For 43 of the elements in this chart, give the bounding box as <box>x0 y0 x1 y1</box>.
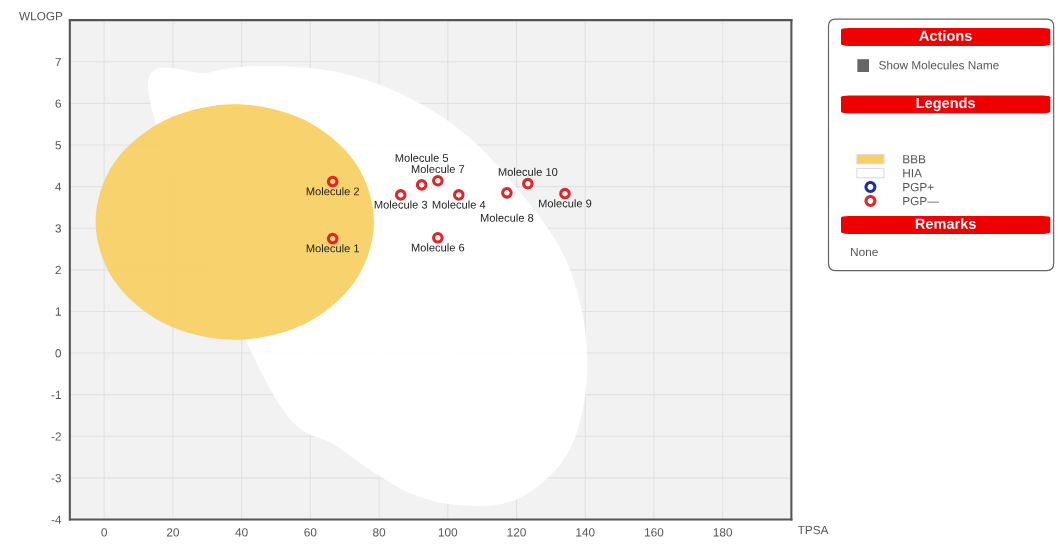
x-tick-label: 60 <box>304 528 317 537</box>
data-label: Molecule 6 <box>411 243 465 252</box>
text: Legends <box>916 97 976 112</box>
x-tick-label: 140 <box>576 528 595 537</box>
text: None <box>851 247 878 257</box>
x-tick-label: 0 <box>101 528 108 537</box>
data-label: Molecule 10 <box>498 167 558 176</box>
x-tick-label: 80 <box>373 528 386 537</box>
x-tick-label: 120 <box>507 528 526 537</box>
text: Remarks <box>915 218 976 229</box>
y-tick-label: -2 <box>51 432 61 441</box>
legend-label: HIA <box>903 169 922 178</box>
x-axis-title: TPSA <box>797 525 829 535</box>
data-label: Molecule 8 <box>480 213 534 222</box>
x-tick-label: 100 <box>438 528 458 537</box>
x-tick-label: 160 <box>645 528 664 537</box>
y-tick-label: 6 <box>55 99 61 108</box>
y-tick-label: 2 <box>55 265 61 275</box>
y-tick-label: -3 <box>51 473 61 483</box>
y-tick-label: -4 <box>51 515 62 524</box>
data-label: Molecule 3 <box>374 200 428 209</box>
data-label: Molecule 7 <box>411 164 465 174</box>
y-tick-label: 3 <box>55 224 61 233</box>
data-label: Molecule 2 <box>306 187 359 196</box>
y-axis-title: WLOGP <box>19 11 63 21</box>
y-tick-label: 5 <box>55 141 61 150</box>
y-tick-label: -1 <box>51 390 61 399</box>
data-label: Molecule 5 <box>395 153 449 162</box>
y-tick-label: 4 <box>55 182 62 191</box>
data-label: Molecule 4 <box>432 200 486 209</box>
legend-label: PGP+ <box>903 182 934 192</box>
text: Actions <box>919 30 972 41</box>
y-tick-label: 1 <box>55 307 61 316</box>
y-tick-label: 0 <box>55 349 62 358</box>
y-tick-label: 7 <box>55 57 61 67</box>
data-label: Molecule 9 <box>539 199 592 208</box>
x-tick-label: 20 <box>166 528 180 537</box>
legend-label: BBB <box>903 155 926 164</box>
x-tick-label: 40 <box>235 528 248 537</box>
x-tick-label: 180 <box>713 528 733 537</box>
legend-label: PGP— <box>903 196 940 206</box>
text: Show Molecules Name <box>879 60 999 70</box>
data-label: Molecule 1 <box>306 244 360 253</box>
